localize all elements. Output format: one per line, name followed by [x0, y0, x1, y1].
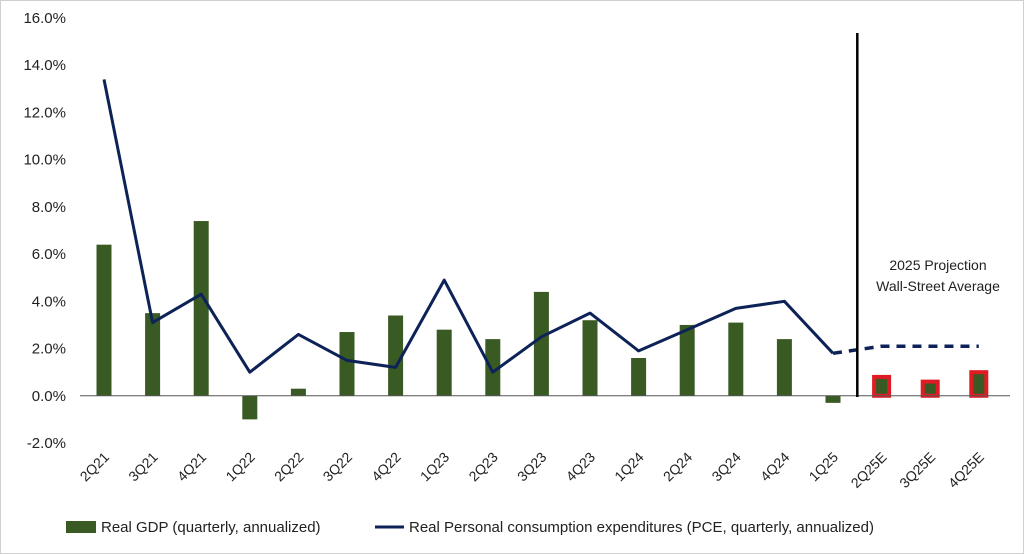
y-tick-label: 12.0%	[23, 104, 66, 121]
gdp-bar	[290, 388, 306, 396]
pce-line-actual	[102, 79, 835, 374]
gdp-bar-projected	[920, 379, 940, 398]
gdp-bar-projected	[969, 370, 989, 398]
y-tick-label: 6.0%	[32, 246, 66, 263]
projection-annotation-line2: Wall-Street Average	[876, 278, 1000, 294]
legend-gdp-swatch	[66, 521, 96, 533]
y-tick-label: 10.0%	[23, 152, 66, 169]
gdp-bar	[825, 395, 841, 403]
gdp-bar	[631, 358, 647, 396]
gdp-bar	[436, 329, 452, 396]
gdp-bar	[776, 339, 792, 396]
gdp-bar	[145, 313, 161, 396]
projection-annotation-line1: 2025 Projection	[889, 257, 986, 273]
gdp-bar	[728, 322, 744, 396]
y-tick-label: 8.0%	[32, 199, 66, 216]
y-tick-label: 16.0%	[23, 10, 66, 27]
legend: Real GDP (quarterly, annualized) Real Pe…	[66, 519, 874, 536]
y-tick-label: -2.0%	[27, 435, 66, 452]
gdp-bars	[96, 221, 989, 420]
gdp-bar	[388, 315, 404, 396]
y-tick-label: 14.0%	[23, 57, 66, 74]
legend-gdp-label: Real GDP (quarterly, annualized)	[101, 519, 321, 536]
gdp-bar	[339, 332, 355, 396]
gdp-bar	[533, 291, 549, 396]
gdp-bar	[96, 244, 112, 396]
y-tick-label: 2.0%	[32, 341, 66, 358]
legend-pce-label: Real Personal consumption expenditures (…	[409, 519, 874, 536]
y-tick-label: 0.0%	[32, 388, 66, 405]
gdp-bar	[193, 221, 209, 396]
gdp-bar	[485, 339, 501, 396]
y-axis-ticks: -2.0% 0.0% 2.0% 4.0% 6.0% 8.0% 10.0% 12.0% 14.0%…	[23, 10, 66, 452]
gdp-bar-projected	[872, 374, 892, 398]
y-tick-label: 4.0%	[32, 293, 66, 310]
gdp-bar	[242, 395, 258, 420]
gdp-bar	[679, 324, 695, 396]
gdp-bar	[582, 320, 598, 396]
